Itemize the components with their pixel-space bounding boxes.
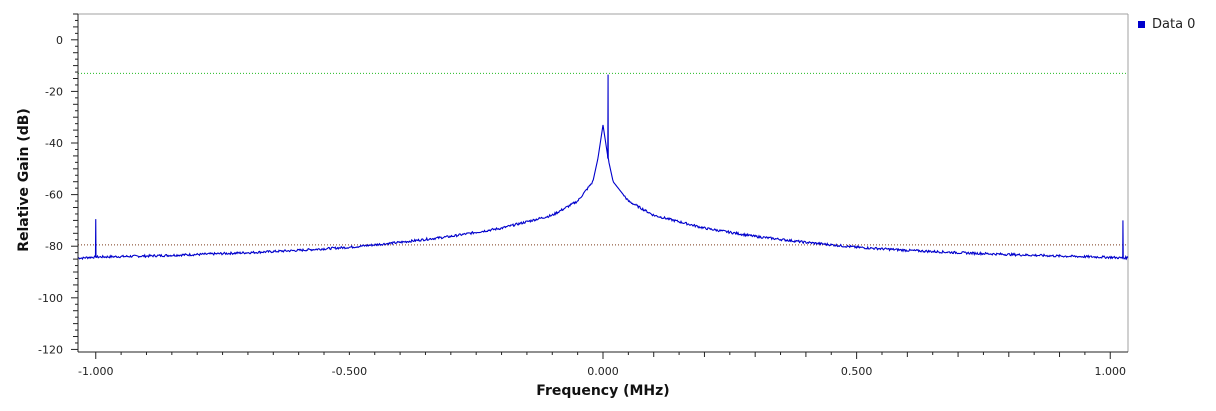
x-tick-label: 0.500 [841, 365, 873, 378]
y-tick-label: -120 [38, 343, 63, 356]
y-tick-label: -60 [45, 189, 63, 202]
y-tick-label: -20 [45, 85, 63, 98]
plot-frame [78, 13, 1129, 352]
y-tick-label: -100 [38, 292, 63, 305]
reference-lines [78, 72, 1128, 246]
series-layer [77, 74, 1129, 261]
legend-label: Data 0 [1152, 17, 1196, 32]
y-tick-label: -80 [45, 240, 63, 253]
y-axis: 0 -20 -40 -60 -80 -100 -120 [38, 13, 79, 356]
y-tick-label: 0 [56, 34, 63, 47]
x-axis-title: Frequency (MHz) [536, 383, 669, 399]
legend: Data 0 [1138, 17, 1195, 32]
legend-swatch [1138, 21, 1145, 28]
x-axis: -1.000 -0.500 0.000 0.500 1.000 [78, 351, 1128, 378]
y-tick-label: -40 [45, 137, 63, 150]
x-tick-label: -1.000 [78, 365, 113, 378]
x-tick-label: 1.000 [1094, 365, 1126, 378]
series-line-0 [77, 74, 1129, 261]
y-axis-title: Relative Gain (dB) [16, 108, 32, 252]
x-tick-label: 0.000 [587, 365, 619, 378]
x-tick-label: -0.500 [332, 365, 367, 378]
